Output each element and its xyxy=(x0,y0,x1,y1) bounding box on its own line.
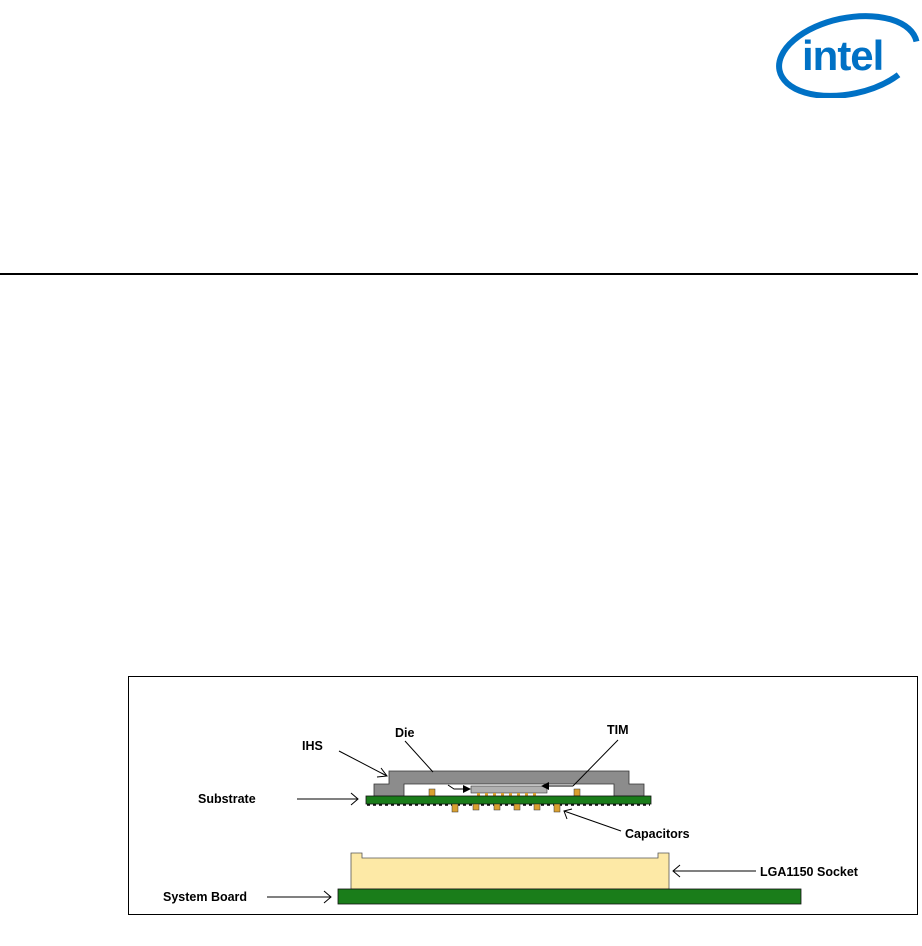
top-capacitor xyxy=(573,788,581,797)
bottom-capacitors xyxy=(451,803,561,813)
label-tim: TIM xyxy=(607,723,629,737)
die-bumps xyxy=(477,793,536,796)
die-shape xyxy=(470,785,548,794)
label-die: Die xyxy=(395,726,415,740)
label-system-board: System Board xyxy=(163,890,247,904)
package-diagram-figure: IHS Die TIM Substrate Capacitors LGA1150… xyxy=(128,676,918,915)
socket-shape xyxy=(350,852,670,890)
socket-arrow xyxy=(672,864,756,878)
substrate-arrow xyxy=(297,792,359,806)
intel-logo: intel ® xyxy=(776,13,920,98)
system-board-shape xyxy=(337,888,802,905)
label-substrate: Substrate xyxy=(198,792,256,806)
tim-leader xyxy=(572,739,619,787)
tim-arrowhead xyxy=(541,782,549,790)
die-arrowhead xyxy=(463,785,471,793)
label-socket: LGA1150 Socket xyxy=(760,865,859,879)
header-rule xyxy=(0,273,918,275)
top-capacitor xyxy=(428,788,436,797)
label-capacitors: Capacitors xyxy=(625,827,690,841)
capacitors-arrow xyxy=(563,808,622,832)
ihs-arrow xyxy=(338,750,388,778)
svg-text:intel: intel xyxy=(802,32,883,79)
die-arrow xyxy=(447,784,466,790)
package-cross-section: IHS Die TIM Substrate Capacitors LGA1150… xyxy=(163,723,859,905)
label-ihs: IHS xyxy=(302,739,323,753)
svg-text:®: ® xyxy=(908,27,914,36)
die-leader xyxy=(404,740,434,773)
substrate-shape xyxy=(365,795,652,805)
ihs-shape xyxy=(373,770,645,797)
system-board-arrow xyxy=(267,890,332,904)
